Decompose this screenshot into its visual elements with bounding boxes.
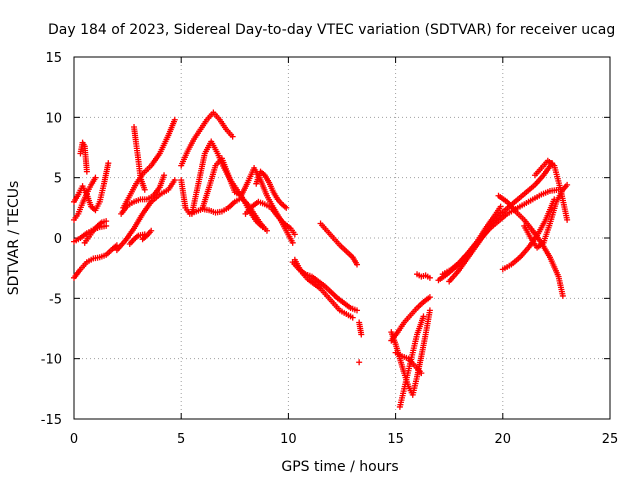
y-axis-label: SDTVAR / TECUs [6,181,22,296]
data-point [263,227,270,234]
series-arc-32 [495,192,566,299]
series-arc-24 [388,307,433,398]
series-arc-01 [71,242,120,281]
data-point [358,331,365,338]
data-point [229,133,236,140]
data-point [141,186,148,193]
data-point [356,359,363,366]
y-tick-label: 5 [54,172,62,187]
series-arc-33 [499,196,558,273]
series-arc-28 [414,271,433,281]
data-point [426,294,433,301]
y-tick-label: 15 [45,51,62,66]
data-point [418,370,425,377]
data-point [354,307,361,314]
x-tick-label: 25 [602,432,619,447]
data-markers [71,109,571,410]
data-point [426,274,433,281]
series-arc-26 [388,294,433,344]
data-point [354,261,361,268]
data-point [83,168,90,175]
y-tick-label: -10 [41,353,62,368]
y-tick-label: 0 [54,232,62,247]
data-point [291,231,298,238]
series-arc-11 [126,231,148,248]
x-axis-label: GPS time / hours [281,459,398,475]
series-arc-18 [253,168,290,211]
series-arc-17 [242,198,298,238]
data-point [103,218,110,225]
series-arc-03 [71,160,112,214]
series-arc-23 [356,359,363,366]
data-point [420,313,427,320]
x-tick-label: 10 [280,432,297,447]
series-arc-06 [71,174,99,223]
chart-title: Day 184 of 2023, Sidereal Day-to-day VTE… [48,22,615,38]
x-tick-label: 15 [387,432,404,447]
series-arc-25 [396,313,427,410]
series-arc-21 [317,220,361,268]
series-arc-10 [131,123,148,193]
data-point [259,224,266,231]
data-point [171,177,178,184]
data-point [564,181,571,188]
series-arc-05 [81,218,110,246]
series-arc-04 [77,139,90,175]
data-point [564,216,571,223]
data-point [283,204,290,211]
series-arc-07 [113,177,178,254]
series-arc-27 [392,349,425,377]
y-tick-label: -5 [49,292,62,307]
series-arc-31 [439,203,504,278]
data-point [148,227,155,234]
data-point [92,174,99,181]
data-point [105,160,112,167]
y-tick-label: -15 [41,413,62,428]
series-arc-35 [531,157,571,223]
data-point [349,314,356,321]
x-tick-label: 0 [70,432,78,447]
series-arc-13 [178,109,236,169]
grid-lines [74,57,610,419]
data-point [559,292,566,299]
data-point [171,116,178,123]
y-tick-label: 10 [45,111,62,126]
data-point [497,203,504,210]
x-tick-label: 20 [495,432,512,447]
series-arc-12 [139,227,155,243]
data-point [289,239,296,246]
series-arc-20 [291,256,356,321]
data-point [426,307,433,314]
series-arc-19 [289,259,361,314]
data-point [161,172,168,179]
axis-ticks: 0 5 10 15 20 25 -15 -10 -5 0 5 10 15 [41,51,619,447]
x-tick-label: 5 [177,432,185,447]
series-arc-22 [356,319,365,338]
